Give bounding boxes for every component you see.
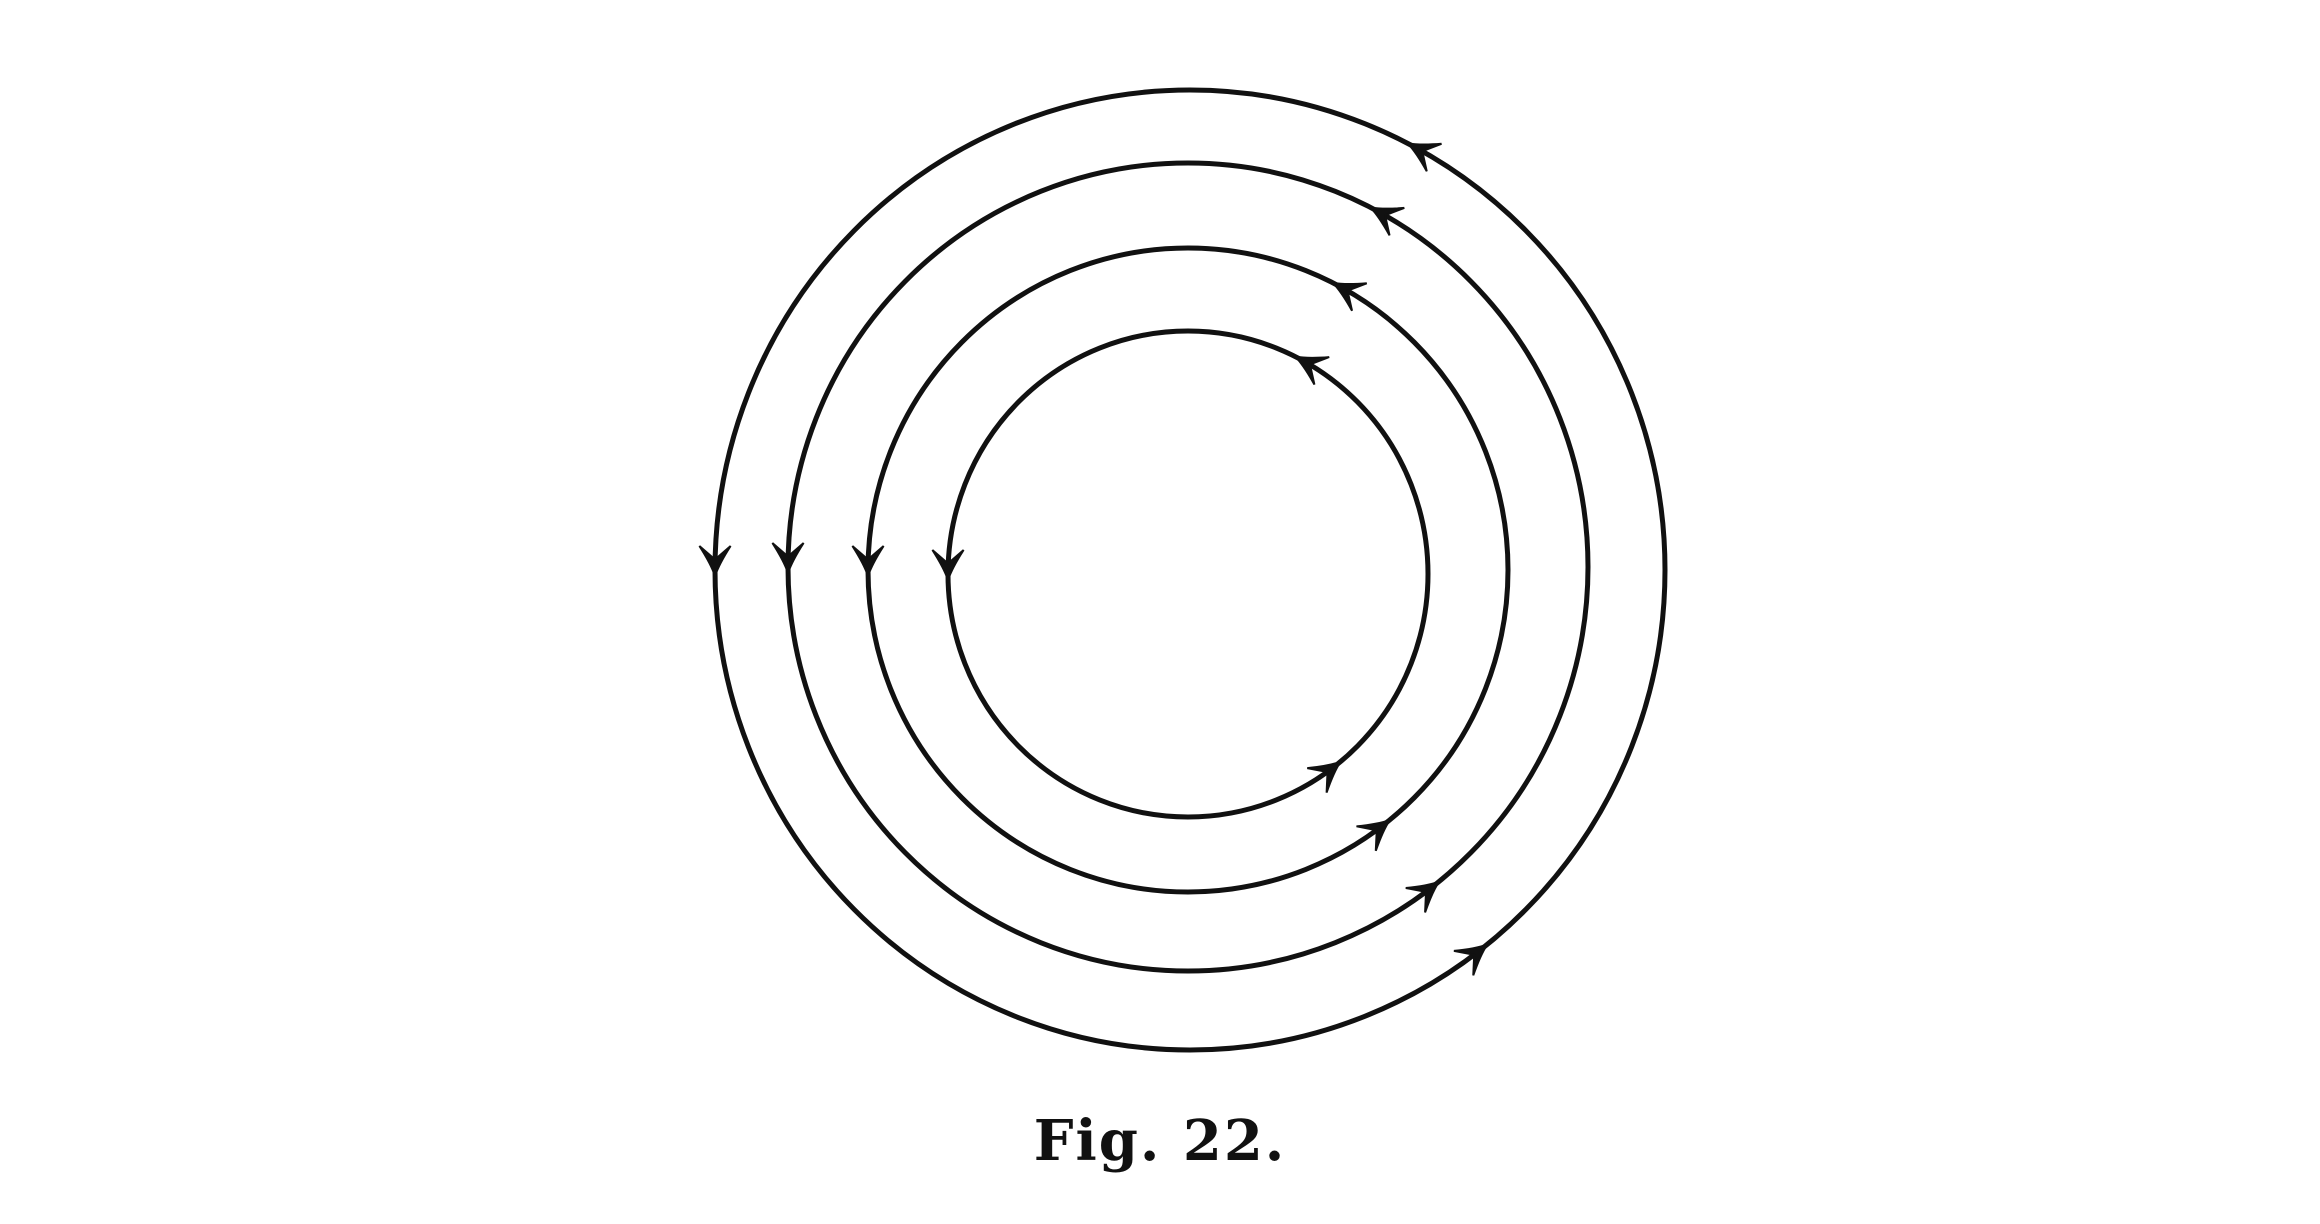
ring-4 xyxy=(945,328,1431,820)
ring-2 xyxy=(785,160,1591,974)
ring-1-arrow-upper-right xyxy=(1404,141,1442,172)
ring-3-arrow-upper-right xyxy=(1330,281,1368,312)
ring-4-arrow-upper-right xyxy=(1292,355,1330,386)
ring-3-arrow-left-pointing-down xyxy=(851,545,885,580)
ring-1-arrow-lower-right xyxy=(1453,942,1490,976)
ring-1-arrow-left-pointing-down xyxy=(698,545,732,580)
ring-1 xyxy=(712,87,1668,1053)
ring-3-arrow-lower-right xyxy=(1356,818,1393,852)
arrows-layer xyxy=(698,141,1490,976)
ring-2-arrow-left-pointing-down xyxy=(771,542,805,577)
ring-2-arrow-lower-right xyxy=(1405,879,1442,913)
ring-2-arrow-upper-right xyxy=(1367,205,1405,236)
ring-3 xyxy=(865,245,1511,895)
figure-caption: Fig. 22. xyxy=(1033,1108,1287,1174)
rings-layer xyxy=(712,87,1668,1053)
ring-4-arrow-lower-right xyxy=(1307,759,1343,793)
ring-4-arrow-left-pointing-down xyxy=(931,549,965,584)
